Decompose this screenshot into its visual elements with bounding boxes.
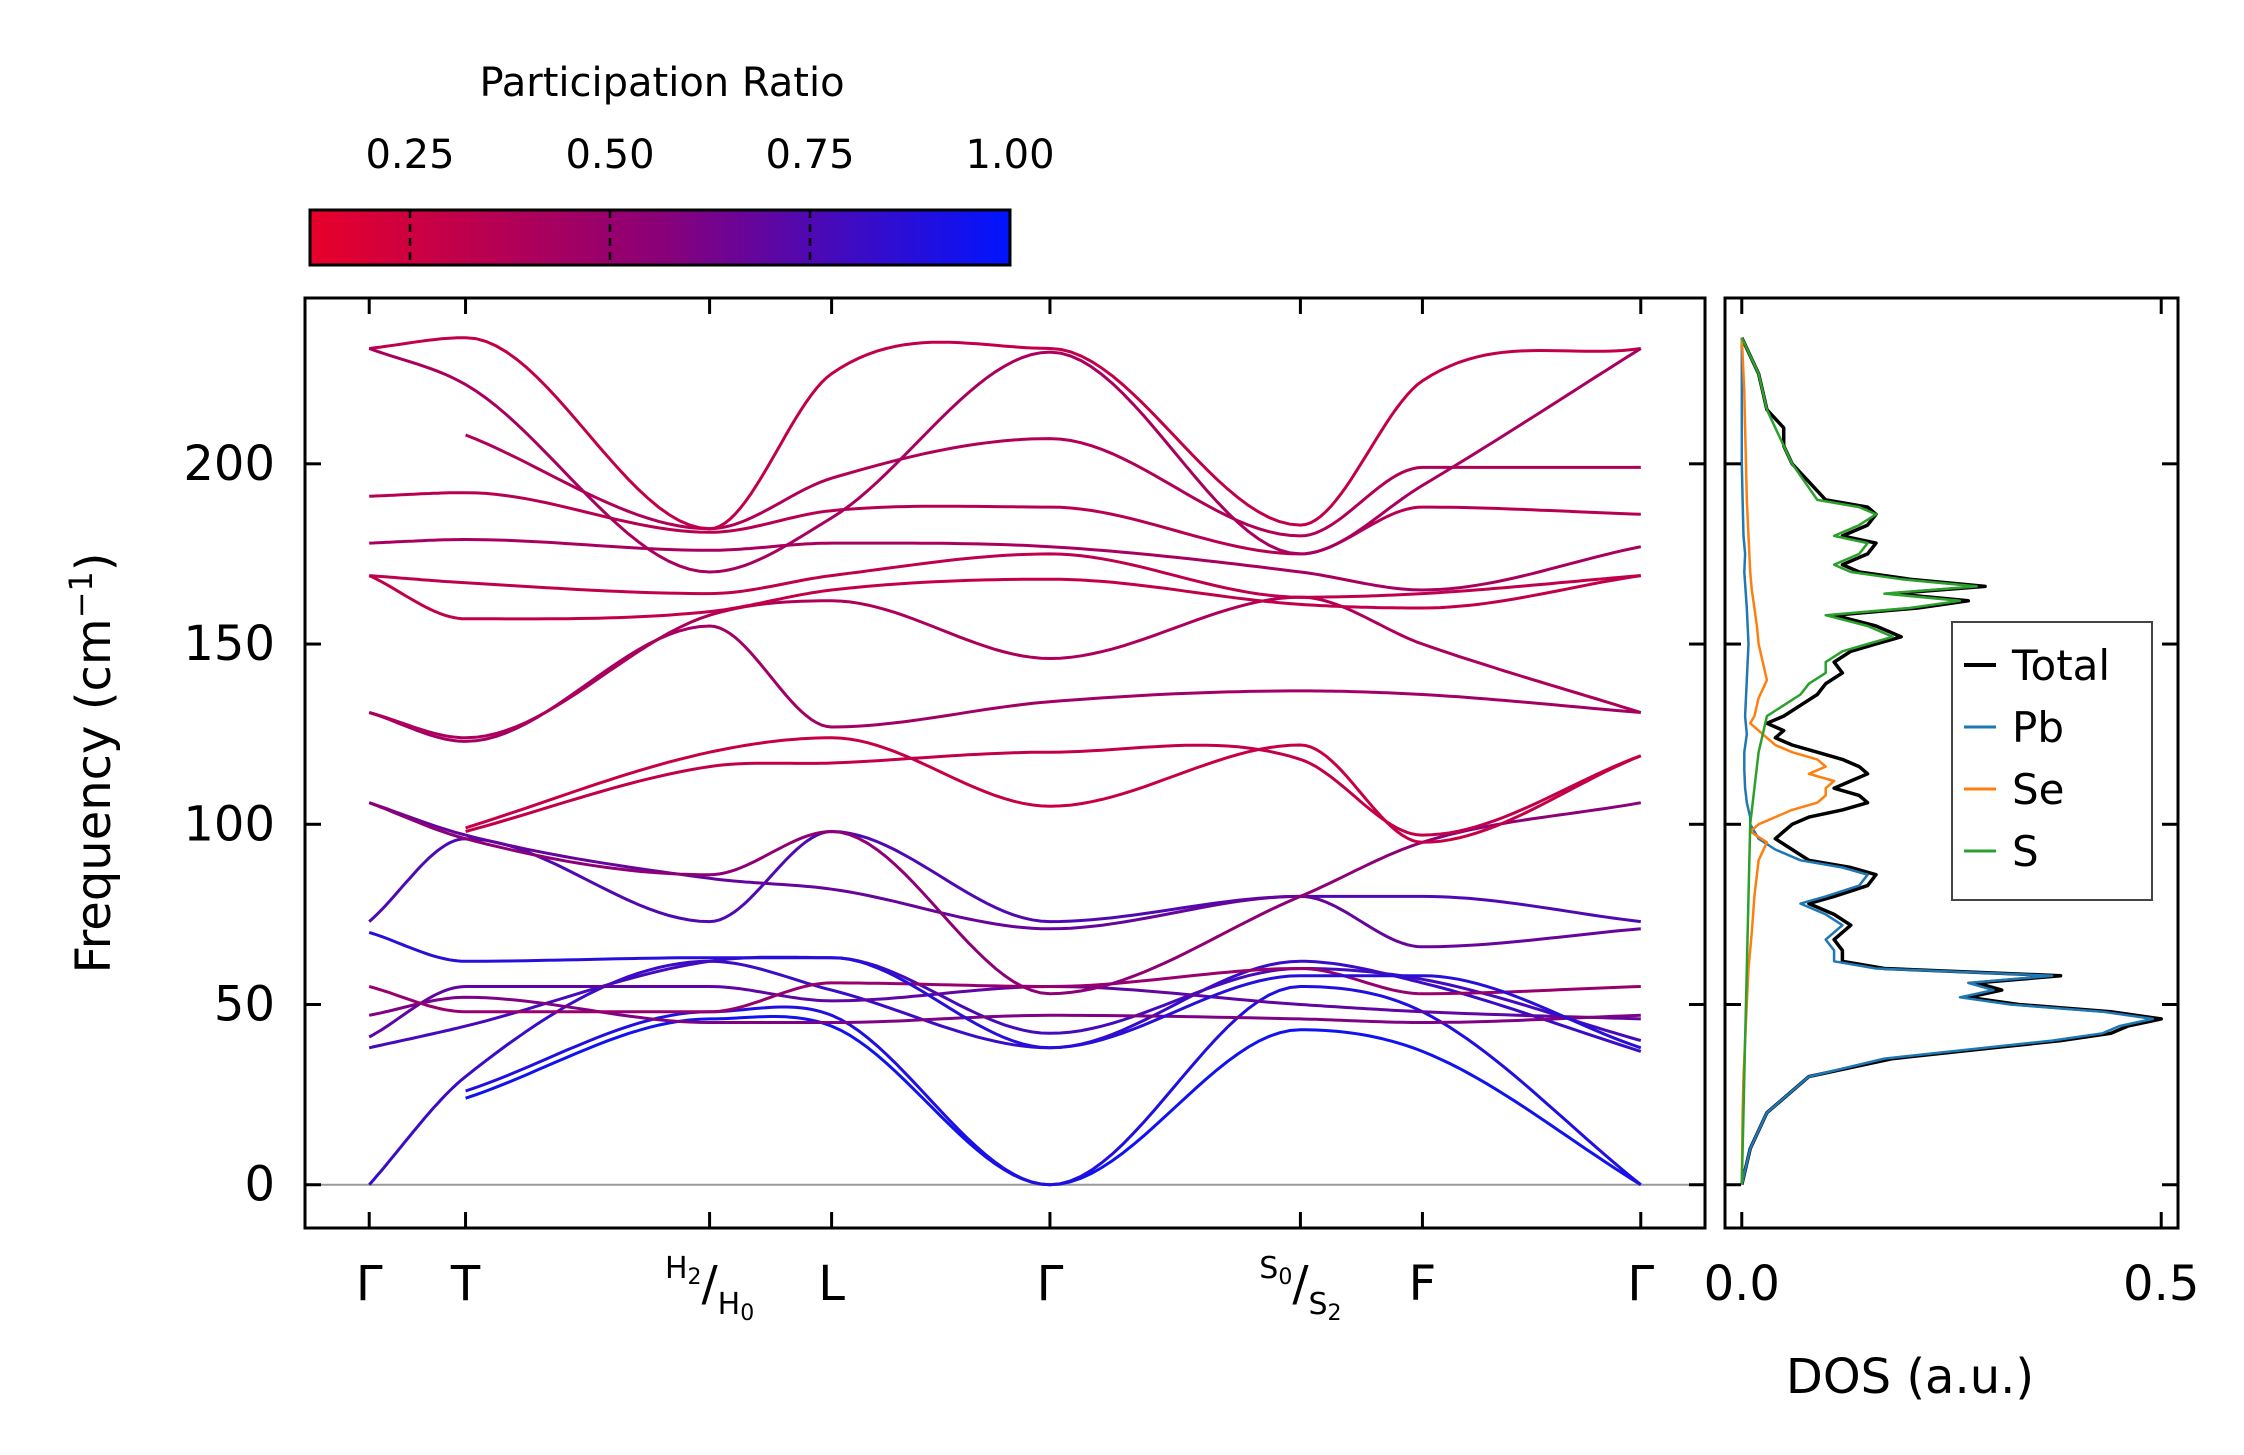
colorbar-ticks <box>408 210 812 265</box>
phonon-band <box>368 829 1641 924</box>
legend-label: Total <box>2011 641 2110 690</box>
legend-label: Se <box>2012 765 2065 814</box>
phonon-band <box>465 743 1642 837</box>
kpoint-label-part: H <box>665 1251 688 1286</box>
band-axis-ticks <box>305 298 1705 1228</box>
phonon-band <box>368 624 1641 743</box>
frequency-tick-label: 100 <box>183 796 275 852</box>
colorbar-tick-label: 0.75 <box>765 132 854 178</box>
phonon-band <box>368 801 1641 949</box>
legend-box <box>1951 621 2153 901</box>
kpoint-label-part: / <box>1292 1256 1309 1312</box>
phonon-band <box>368 959 1642 1186</box>
colorbar: Participation Ratio 0.25 0.50 0.75 1.00 <box>308 60 1055 267</box>
legend-label: S <box>2012 827 2039 876</box>
legend-label: Pb <box>2012 703 2064 752</box>
phonon-band <box>368 595 1642 740</box>
dos-curve-se <box>1740 337 1836 1185</box>
band-plot-frame <box>303 296 1707 1230</box>
dos-plot-frame <box>1723 296 2180 1230</box>
kpoint-label-part: 2 <box>688 1265 702 1290</box>
dos-tick-label: 0.0 <box>1704 1256 1780 1312</box>
ylabel-end: ) <box>66 552 122 571</box>
kpoint-label-part: 2 <box>1328 1301 1342 1326</box>
dos-curves <box>1740 336 2163 1186</box>
colorbar-title: Participation Ratio <box>479 60 844 106</box>
dos-panel: 0.0 0.5 DOS (a.u.) Total Pb Se S <box>1704 296 2200 1405</box>
dos-legend: Total Pb Se S <box>1951 621 2153 901</box>
kpoint-label-part: H <box>718 1287 741 1322</box>
phonon-band <box>465 736 1642 844</box>
dos-axis-label: DOS (a.u.) <box>1786 1349 2034 1405</box>
phonon-band <box>368 966 1641 1014</box>
kpoint-labels: Γ T H2/H0L Γ S0/S2F Γ <box>356 1251 1655 1326</box>
kpoint-label-part: S <box>1259 1251 1278 1286</box>
frequency-tick-label: 50 <box>214 977 275 1033</box>
kpoint-label-part: S <box>1308 1287 1327 1322</box>
kpoint-label: Γ <box>1627 1256 1654 1312</box>
phonon-band <box>369 336 1641 531</box>
dos-curve-s <box>1740 337 1978 1185</box>
kpoint-label: F <box>1409 1256 1437 1312</box>
kpoint-label: L <box>818 1256 845 1312</box>
kpoint-label-part: / <box>702 1256 719 1312</box>
colorbar-tick-label: 0.50 <box>565 132 654 178</box>
kpoint-label-part: 0 <box>740 1301 754 1326</box>
phonon-band <box>369 491 1641 556</box>
phonon-band <box>369 538 1642 592</box>
phonon-band <box>368 984 1641 1039</box>
phonon-band <box>369 552 1641 599</box>
dos-curve-total <box>1740 336 2163 1186</box>
frequency-axis-label: Frequency (cm−1) <box>62 552 122 973</box>
kpoint-label: T <box>450 1256 481 1312</box>
colorbar-tick-label: 0.25 <box>365 132 454 178</box>
dos-axis-ticks <box>1725 298 2178 1228</box>
phonon-band <box>368 801 1642 996</box>
dos-curve-pb <box>1740 337 2155 1185</box>
dos-tick-labels: 0.0 0.5 <box>1704 1256 2200 1312</box>
phonon-band <box>368 574 1642 621</box>
phonon-band <box>465 433 1641 538</box>
frequency-tick-label: 0 <box>244 1157 275 1213</box>
phonon-band <box>368 930 1642 1050</box>
phonon-band <box>368 347 1642 574</box>
dos-tick-label: 0.5 <box>2123 1256 2199 1312</box>
ylabel-superscript: −1 <box>62 571 100 618</box>
phonon-band <box>368 995 1641 1024</box>
colorbar-tick-label: 1.00 <box>965 132 1054 178</box>
frequency-tick-labels: 0 50 100 150 200 <box>183 436 275 1213</box>
kpoint-label: H2/H0 <box>665 1251 754 1326</box>
phonon-band <box>465 1015 1642 1187</box>
colorbar-gradient <box>308 208 1012 267</box>
kpoint-label: Γ <box>1037 1256 1064 1312</box>
colorbar-tick-labels: 0.25 0.50 0.75 1.00 <box>365 132 1054 178</box>
phonon-bands <box>368 336 1642 1187</box>
ylabel-main: Frequency (cm <box>66 618 122 973</box>
frequency-tick-label: 150 <box>183 616 275 672</box>
frequency-tick-label: 200 <box>183 436 275 492</box>
kpoint-label: Γ <box>356 1256 383 1312</box>
kpoint-label: S0/S2 <box>1259 1251 1341 1326</box>
phonon-band <box>368 955 1642 1050</box>
kpoint-label-part: 0 <box>1278 1265 1292 1290</box>
